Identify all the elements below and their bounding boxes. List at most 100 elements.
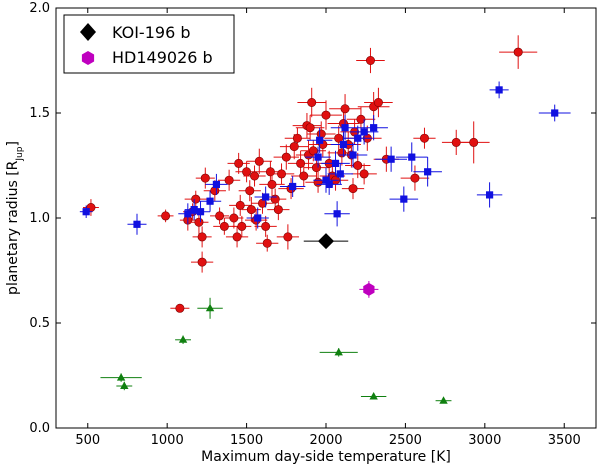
data-point bbox=[235, 200, 245, 210]
data-point bbox=[250, 171, 260, 181]
data-point bbox=[408, 153, 416, 161]
data-point bbox=[495, 86, 503, 94]
data-point bbox=[314, 153, 322, 161]
x-axis-title: Maximum day-side temperature [K] bbox=[201, 449, 451, 465]
legend-label-koi196b: KOI-196 b bbox=[112, 23, 190, 42]
data-point bbox=[410, 173, 420, 183]
data-point bbox=[325, 180, 333, 188]
x-tick-label: 1500 bbox=[230, 433, 263, 448]
legend-box bbox=[63, 14, 235, 74]
data-point bbox=[349, 151, 357, 159]
y-axis-title-sub: Jup bbox=[15, 146, 25, 161]
data-point bbox=[178, 335, 188, 343]
data-point bbox=[116, 373, 126, 381]
series-hd149026-b bbox=[359, 281, 379, 298]
y-tick-label: 1.5 bbox=[29, 106, 50, 121]
data-point bbox=[184, 210, 192, 218]
data-point bbox=[373, 98, 383, 108]
data-point bbox=[360, 128, 368, 136]
data-point bbox=[289, 142, 299, 152]
data-point bbox=[246, 205, 256, 215]
data-point bbox=[359, 169, 369, 179]
data-point bbox=[322, 176, 330, 184]
y-tick-label: 2.0 bbox=[29, 1, 50, 16]
data-point bbox=[200, 173, 210, 183]
data-point bbox=[265, 167, 275, 177]
data-point bbox=[387, 155, 395, 163]
plot-area bbox=[79, 35, 571, 404]
data-point bbox=[229, 213, 239, 223]
data-point bbox=[292, 133, 302, 143]
data-point bbox=[334, 347, 343, 356]
data-point bbox=[219, 221, 229, 231]
axes-ticks: 500 1000 1500 2000 2500 3000 3500 0.0 0.5 1.0 1.5 2… bbox=[29, 1, 596, 448]
data-point bbox=[254, 214, 262, 222]
data-point bbox=[334, 133, 344, 143]
data-point bbox=[245, 186, 255, 196]
data-point bbox=[353, 161, 363, 171]
legend-marker-hd149026b bbox=[81, 51, 95, 65]
y-tick-label: 0.5 bbox=[29, 316, 50, 331]
data-point bbox=[321, 110, 331, 120]
data-point bbox=[205, 303, 215, 312]
data-point bbox=[469, 137, 479, 147]
data-point bbox=[337, 148, 347, 158]
data-point bbox=[232, 232, 242, 242]
data-point bbox=[296, 158, 306, 168]
data-point bbox=[311, 163, 321, 173]
data-point bbox=[370, 124, 378, 132]
data-point bbox=[424, 168, 432, 176]
data-point bbox=[348, 184, 358, 194]
data-point bbox=[340, 104, 350, 114]
data-point bbox=[281, 152, 291, 162]
data-point bbox=[262, 193, 270, 201]
data-point bbox=[267, 179, 277, 189]
y-tick-label: 0.0 bbox=[29, 421, 50, 436]
data-point bbox=[133, 220, 141, 228]
data-point bbox=[551, 109, 559, 117]
legend-marker-koi196b bbox=[80, 23, 96, 41]
data-point bbox=[120, 381, 129, 389]
x-tick-label: 500 bbox=[75, 433, 100, 448]
data-point bbox=[242, 167, 252, 177]
x-tick-label: 3000 bbox=[468, 433, 501, 448]
data-point bbox=[354, 134, 362, 142]
data-point bbox=[215, 211, 225, 221]
x-tick-label: 1000 bbox=[151, 433, 184, 448]
x-tick-label: 2000 bbox=[309, 433, 342, 448]
data-point bbox=[339, 140, 348, 149]
data-point bbox=[175, 303, 185, 313]
data-point bbox=[363, 282, 375, 296]
data-point bbox=[356, 114, 366, 124]
data-point bbox=[197, 232, 207, 242]
data-point bbox=[261, 221, 271, 231]
data-point bbox=[283, 232, 293, 242]
data-point bbox=[341, 124, 349, 132]
data-point bbox=[299, 171, 309, 181]
data-point bbox=[400, 195, 408, 203]
series-koi-196-b bbox=[303, 233, 349, 250]
data-point bbox=[196, 208, 205, 216]
data-point bbox=[331, 159, 340, 167]
data-point bbox=[224, 175, 234, 185]
x-tick-label: 3500 bbox=[548, 433, 581, 448]
data-point bbox=[262, 238, 272, 248]
y-axis-title-main: planetary radius [R bbox=[5, 160, 21, 295]
data-point bbox=[273, 205, 283, 215]
series-red bbox=[83, 35, 538, 313]
data-point bbox=[485, 191, 494, 199]
data-point bbox=[277, 169, 287, 179]
y-axis-title: planetary radius [RJup] bbox=[5, 141, 25, 295]
legend-label-hd149026b: HD149026 b bbox=[112, 48, 213, 67]
data-point bbox=[305, 123, 315, 133]
data-point bbox=[190, 206, 198, 214]
data-point bbox=[82, 208, 90, 216]
y-tick-label: 1.0 bbox=[29, 211, 50, 226]
data-point bbox=[197, 257, 207, 267]
data-point bbox=[419, 133, 429, 143]
data-point bbox=[254, 156, 264, 166]
data-point bbox=[234, 158, 244, 168]
series-green bbox=[100, 297, 452, 404]
series-blue bbox=[79, 81, 571, 235]
